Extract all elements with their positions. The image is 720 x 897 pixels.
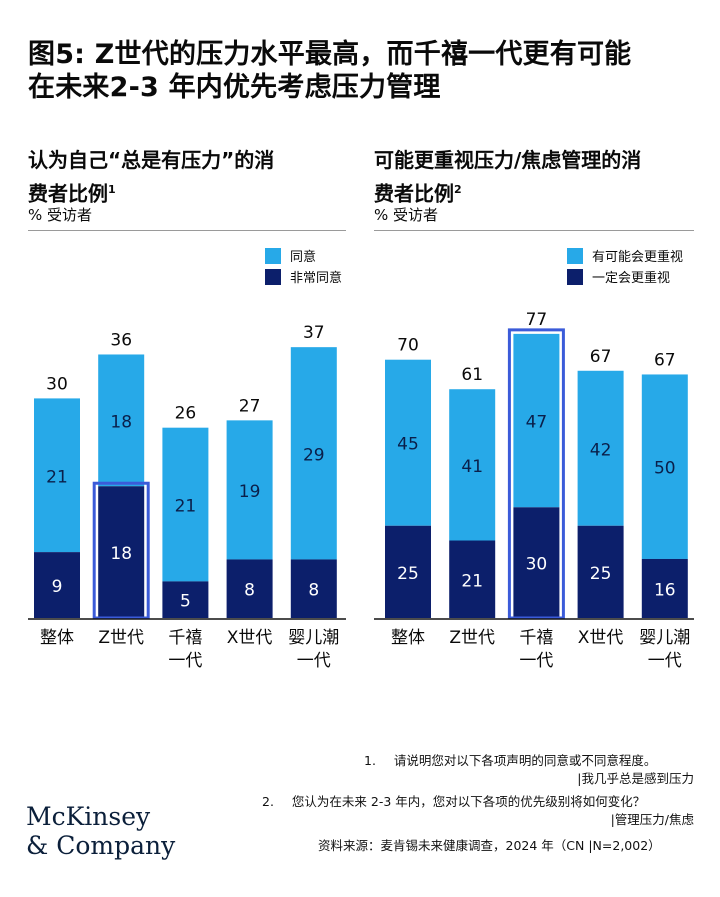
- bar-segment-非常同意: [290, 559, 337, 618]
- total-label: 70: [397, 336, 419, 356]
- data-label: 19: [239, 482, 261, 502]
- legend-swatch-light: [265, 247, 281, 264]
- legend-swatch-dark: [567, 268, 583, 285]
- bar-segment-非常同意: [226, 559, 273, 618]
- bar-segment-有可能会更重视: [641, 374, 688, 559]
- left-unit-label: % 受访者: [28, 206, 93, 224]
- category-label: 千禧: [519, 628, 553, 648]
- footnote-1-sub: |我几乎总是感到压力: [577, 771, 694, 786]
- left-title-line1: 认为自己“总是有压力”的消: [28, 148, 275, 172]
- category-label: 整体: [391, 628, 425, 648]
- figure-title: 图5: Z世代的压力水平最高，而千禧一代更有可能 在未来2-3 年内优先考虑压力…: [28, 38, 708, 104]
- bar-segment-有可能会更重视: [577, 370, 624, 526]
- category-label: 婴儿潮: [639, 628, 690, 648]
- right-title-line1: 可能更重视压力/焦虑管理的消: [374, 148, 642, 172]
- total-label: 67: [590, 347, 612, 367]
- data-label: 25: [590, 564, 612, 584]
- bar-segment-非常同意: [34, 552, 80, 618]
- total-label: 67: [654, 350, 676, 370]
- figure-title-line2: 在未来2-3 年内优先考虑压力管理: [28, 72, 441, 103]
- bar-segment-一定会更重视: [513, 507, 560, 618]
- total-label: 61: [461, 365, 483, 385]
- category-label: 千禧: [168, 628, 202, 648]
- right-title-line2: 费者比例2: [374, 181, 462, 206]
- total-label: 77: [526, 310, 548, 330]
- data-label: 21: [46, 467, 68, 487]
- bar-segment-同意: [226, 420, 273, 560]
- data-label: 21: [461, 571, 483, 591]
- bar-segment-一定会更重视: [577, 525, 624, 618]
- bar-segment-有可能会更重视: [513, 333, 560, 508]
- bar-segment-同意: [34, 398, 80, 553]
- data-label: 18: [110, 544, 132, 564]
- data-label: 8: [308, 581, 319, 601]
- category-label: X世代: [578, 628, 624, 648]
- total-label: 36: [110, 330, 132, 350]
- highlight-box: [507, 328, 565, 620]
- data-label: 45: [397, 435, 419, 455]
- category-label: Z世代: [449, 628, 495, 648]
- data-label: 50: [654, 459, 676, 479]
- bar-segment-非常同意: [162, 581, 209, 618]
- category-label: Z世代: [98, 628, 144, 648]
- bar-segment-同意: [98, 354, 145, 487]
- data-label: 8: [244, 581, 255, 601]
- right-legend-likely: 有可能会更重视: [567, 246, 683, 265]
- right-panel-title: 可能更重视压力/焦虑管理的消 费者比例2: [374, 146, 641, 209]
- bar-segment-同意: [162, 427, 209, 582]
- category-label: X世代: [227, 628, 273, 648]
- bar-segment-非常同意: [98, 486, 145, 618]
- total-label: 37: [303, 323, 325, 343]
- data-label: 21: [175, 497, 197, 517]
- data-label: 18: [110, 412, 132, 432]
- left-stacked-bar-chart: 21 9 30 整体 18 18 36 Z世代 21 5 26 千禧一代 19 8 27 X世代 29 8 37 婴儿…: [28, 323, 346, 671]
- data-label: 42: [590, 440, 612, 460]
- right-legend-definitely: 一定会更重视: [567, 267, 670, 286]
- footnote-2-sub: |管理压力/焦虑: [610, 812, 694, 827]
- right-unit-label: % 受访者: [374, 206, 439, 224]
- bar-segment-一定会更重视: [385, 525, 431, 618]
- category-label: 一代: [168, 651, 202, 671]
- legend-swatch-light: [567, 247, 583, 264]
- data-label: 30: [526, 555, 548, 575]
- data-label: 16: [654, 580, 676, 600]
- left-legend-agree: 同意: [265, 246, 316, 265]
- bar-segment-有可能会更重视: [385, 359, 431, 526]
- data-label: 47: [526, 413, 548, 433]
- left-title-line2: 费者比例1: [28, 181, 116, 206]
- footnote-1: 1. 请说明您对以下各项声明的同意或不同意程度。: [364, 753, 657, 768]
- right-title-footnote-ref: 2: [454, 183, 462, 196]
- category-label: 一代: [297, 651, 331, 671]
- right-stacked-bar-chart: 45 25 70 整体 41 21 61 Z世代 47 30 77 千禧一代 42 25 67 X世代 50 16…: [374, 310, 694, 671]
- legend-swatch-dark: [265, 268, 281, 285]
- data-label: 5: [180, 592, 191, 612]
- source-note: 资料来源：麦肯锡未来健康调查，2024 年（CN |N=2,002）: [318, 838, 661, 853]
- category-label: 婴儿潮: [288, 628, 339, 648]
- total-label: 26: [175, 404, 197, 424]
- footnote-2: 2. 您认为在未来 2-3 年内，您对以下各项的优先级别将如何变化？: [262, 794, 646, 809]
- data-label: 9: [52, 577, 63, 597]
- data-label: 41: [461, 457, 483, 477]
- category-label: 整体: [40, 628, 74, 648]
- right-header-rule: [374, 230, 694, 231]
- bar-segment-一定会更重视: [641, 558, 688, 618]
- category-label: 一代: [648, 651, 682, 671]
- highlight-box: [92, 481, 150, 620]
- data-label: 29: [303, 445, 325, 465]
- total-label: 30: [46, 374, 68, 394]
- total-label: 27: [239, 396, 261, 416]
- bar-segment-有可能会更重视: [449, 389, 496, 541]
- category-label: 一代: [519, 651, 553, 671]
- figure-title-line1: 图5: Z世代的压力水平最高，而千禧一代更有可能: [28, 39, 632, 70]
- left-header-rule: [28, 230, 346, 231]
- left-legend-strongly-agree: 非常同意: [265, 267, 342, 286]
- left-title-footnote-ref: 1: [108, 183, 116, 196]
- left-panel-title: 认为自己“总是有压力”的消 费者比例1: [28, 146, 274, 209]
- data-label: 25: [397, 564, 419, 584]
- bar-segment-一定会更重视: [449, 540, 496, 618]
- bar-segment-同意: [290, 347, 337, 560]
- mckinsey-logo: McKinsey & Company: [26, 802, 176, 860]
